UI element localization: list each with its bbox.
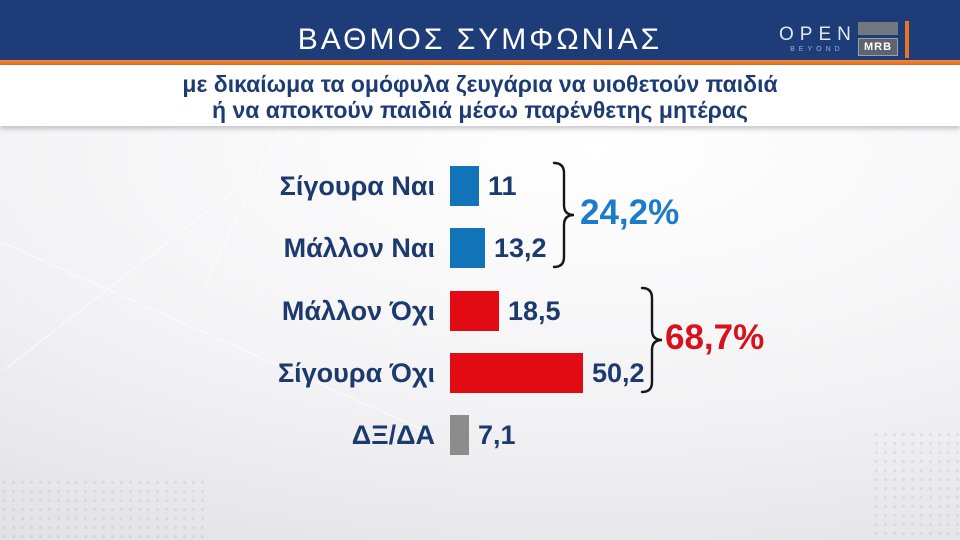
category-label: ΔΞ/ΔΑ (351, 419, 435, 450)
question-subtitle: με δικαίωμα τα ομόφυλα ζευγάρια να υιοθε… (0, 65, 960, 126)
chart-row-sigoura-nai: Σίγουρα Ναι 11 (0, 166, 960, 206)
value-label: 7,1 (478, 419, 516, 450)
mrb-logo-text: MRB (858, 38, 898, 56)
chart-row-mallon-ochi: Μάλλον Όχι 18,5 (0, 291, 960, 331)
bar-sigoura-nai (450, 166, 479, 206)
group-sum-yes: 24,2% (580, 193, 680, 232)
page-title: ΒΑΘΜΟΣ ΣΥΜΦΩΝΙΑΣ (297, 23, 663, 56)
category-label: Σίγουρα Όχι (277, 357, 435, 388)
header-bar: ΒΑΘΜΟΣ ΣΥΜΦΩΝΙΑΣ OPEN BEYOND MRB (0, 0, 960, 60)
chart-row-sigoura-ochi: Σίγουρα Όχι 50,2 (0, 353, 960, 393)
accent-divider (0, 60, 960, 65)
value-label: 13,2 (494, 232, 547, 263)
orange-divider-tick (905, 21, 909, 58)
bar-dx-da (450, 415, 469, 455)
chart-row-mallon-nai: Μάλλον Ναι 13,2 (0, 228, 960, 268)
bar-sigoura-ochi (450, 353, 583, 393)
value-label: 11 (488, 170, 517, 201)
open-logo-tagline: BEYOND (790, 46, 844, 53)
bar-mallon-nai (450, 228, 485, 268)
group-sum-no: 68,7% (665, 318, 765, 357)
group-brace-yes (552, 161, 575, 269)
value-label: 18,5 (508, 295, 561, 326)
group-brace-no (640, 286, 663, 394)
category-label: Μάλλον Ναι (283, 232, 435, 263)
subtitle-line-1: με δικαίωμα τα ομόφυλα ζευγάρια να υιοθε… (182, 71, 778, 97)
mrb-logo: MRB (858, 22, 898, 56)
open-logo-text: OPEN (779, 24, 857, 45)
open-channel-logo: OPEN BEYOND (773, 25, 857, 53)
subtitle-line-2: ή να αποκτούν παιδιά μέσω παρένθετης μητ… (212, 97, 748, 123)
bar-mallon-ochi (450, 291, 499, 331)
mrb-logo-mark (858, 22, 898, 35)
value-label: 50,2 (592, 357, 645, 388)
halftone-texture (0, 478, 210, 540)
category-label: Σίγουρα Ναι (279, 170, 435, 201)
category-label: Μάλλον Όχι (281, 295, 435, 326)
chart-row-dx-da: ΔΞ/ΔΑ 7,1 (0, 415, 960, 455)
